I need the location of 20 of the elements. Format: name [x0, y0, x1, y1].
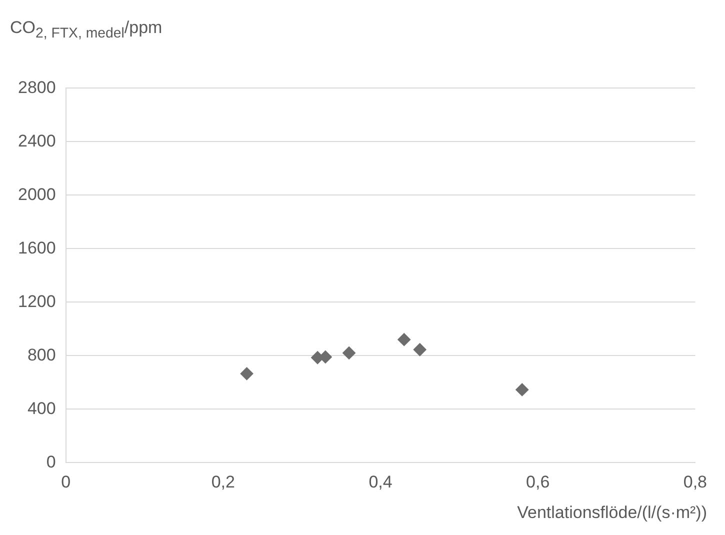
x-axis-title: Ventlationsflöde/(l/(s·m²)): [516, 503, 708, 523]
point: [516, 383, 529, 396]
x-tick-label: 0,4: [368, 472, 392, 492]
y-tick-label: 2000: [18, 184, 56, 204]
y-tick-label: 400: [27, 398, 56, 418]
x-tick-label: 0,8: [683, 472, 708, 492]
y-tick-label: 0: [46, 452, 56, 472]
y-axis-title: CO$_{2, FTX, medel}$/ppm: [9, 17, 164, 44]
y-tick-label: 1200: [18, 292, 56, 311]
point: [240, 367, 254, 380]
x-tick-label: 0: [61, 472, 71, 492]
y-tick-label: 800: [27, 345, 56, 364]
y-tick-label: 2400: [18, 131, 56, 150]
x-tick-label: 0,6: [526, 472, 550, 492]
point: [413, 343, 426, 356]
y-tick-label: 2800: [18, 78, 56, 97]
y-tick-label: 1600: [18, 238, 56, 258]
x-tick-label: 0,2: [211, 472, 235, 492]
point: [398, 333, 411, 346]
point: [342, 346, 356, 360]
